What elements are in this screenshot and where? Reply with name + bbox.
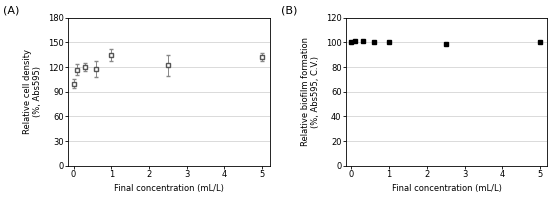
Y-axis label: Relative biofilm formation
(%, Abs595, C.V.): Relative biofilm formation (%, Abs595, C… [301,37,320,146]
X-axis label: Final concentration (mL/L): Final concentration (mL/L) [114,184,223,193]
Text: (B): (B) [281,6,298,16]
X-axis label: Final concentration (mL/L): Final concentration (mL/L) [392,184,502,193]
Y-axis label: Relative cell density
(%, Abs595): Relative cell density (%, Abs595) [23,49,42,134]
Text: (A): (A) [3,6,20,16]
